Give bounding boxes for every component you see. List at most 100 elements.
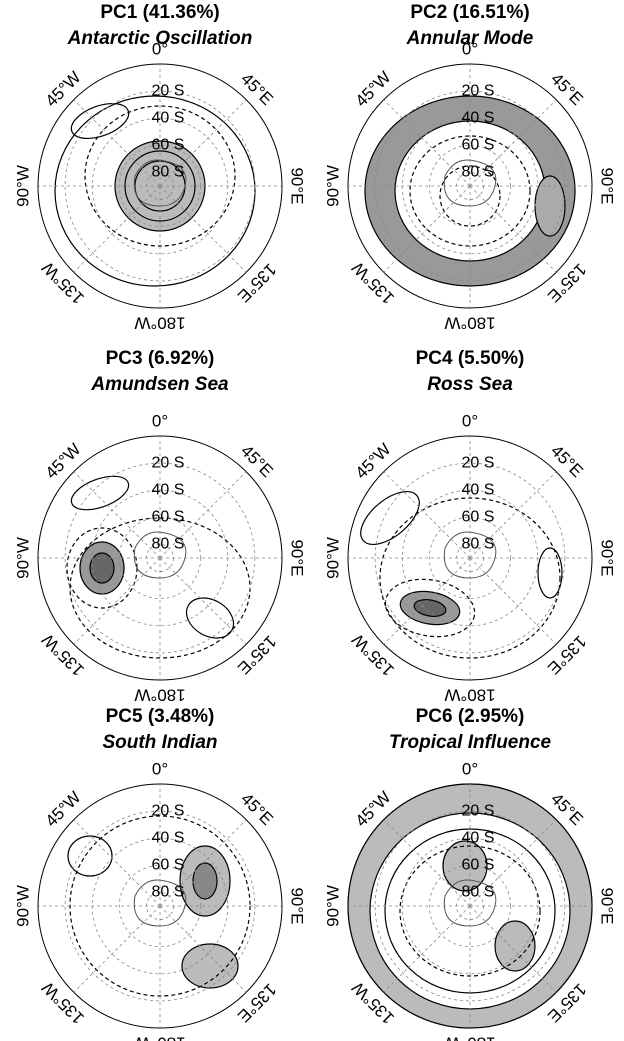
latitude-label: 60 S: [462, 857, 495, 874]
latitude-label: 40 S: [152, 481, 185, 498]
contour: [192, 862, 218, 900]
panel-subtitle: Amundsen Sea: [90, 374, 229, 395]
panel-title: PC2 (16.51%): [410, 2, 529, 23]
longitude-label: 180°W: [444, 1034, 495, 1041]
meridian: [383, 557, 471, 645]
graticule-circle: [428, 864, 512, 948]
longitude-label: 90°E: [598, 887, 617, 924]
contour: [89, 552, 115, 584]
contour: [534, 175, 566, 237]
meridian: [469, 185, 557, 273]
panel-subtitle: Annular Mode: [406, 28, 534, 49]
longitude-label: 90°W: [13, 165, 32, 207]
latitude-label: 20 S: [152, 454, 185, 471]
latitude-label: 60 S: [152, 509, 185, 526]
contour: [537, 547, 563, 599]
meridian: [383, 819, 471, 907]
longitude-label: 90°W: [13, 885, 32, 927]
graticule-circle: [374, 810, 566, 1002]
latitude-label: 40 S: [152, 109, 185, 126]
meridian: [159, 471, 247, 559]
panel-title: PC4 (5.50%): [416, 348, 525, 369]
latitude-label: 40 S: [462, 109, 495, 126]
longitude-label: 90°E: [598, 167, 617, 204]
contour: [181, 943, 239, 989]
latitude-label: 20 S: [152, 82, 185, 99]
graticule-circle: [64, 462, 256, 654]
meridian: [159, 99, 247, 187]
longitude-label: 0°: [462, 411, 478, 430]
longitude-label: 90°E: [598, 539, 617, 576]
latitude-label: 80 S: [462, 536, 495, 553]
meridian: [469, 819, 557, 907]
panel-title: PC3 (6.92%): [106, 348, 215, 369]
longitude-label: 90°W: [323, 885, 342, 927]
longitude-label: 0°: [152, 759, 168, 778]
longitude-label: 90°E: [288, 539, 307, 576]
meridian: [383, 99, 471, 187]
contour: [70, 102, 130, 140]
graticule-circle: [374, 462, 566, 654]
map-panel: PC5 (3.48%)South Indian0°45°E90°E135°E18…: [13, 706, 306, 1041]
longitude-label: 90°E: [288, 887, 307, 924]
panel-subtitle: South Indian: [102, 732, 217, 753]
latitude-label: 80 S: [152, 536, 185, 553]
graticule-circle: [118, 144, 202, 228]
contour: [494, 920, 536, 972]
latitude-label: 60 S: [462, 137, 495, 154]
meridian: [383, 185, 471, 273]
latitude-label: 80 S: [152, 164, 185, 181]
panel-title: PC5 (3.48%): [106, 706, 215, 727]
graticule-circle: [64, 90, 256, 282]
latitude-label: 20 S: [152, 802, 185, 819]
map-panel: PC6 (2.95%)Tropical Influence0°45°E90°E1…: [323, 706, 616, 1041]
latitude-label: 20 S: [462, 802, 495, 819]
longitude-label: 0°: [152, 39, 168, 58]
meridian: [73, 905, 161, 993]
panel-subtitle: Ross Sea: [427, 374, 513, 395]
latitude-label: 60 S: [152, 137, 185, 154]
meridian: [469, 557, 557, 645]
longitude-label: 180°W: [134, 686, 185, 705]
contour: [409, 135, 531, 247]
contour: [413, 599, 447, 617]
map-panel: PC3 (6.92%)Amundsen Sea0°45°E90°E135°E18…: [13, 348, 306, 705]
longitude-label: 90°W: [13, 537, 32, 579]
panel-subtitle: Antarctic Oscillation: [67, 28, 253, 49]
map-panel: PC4 (5.50%)Ross Sea0°45°E90°E135°E180°W1…: [323, 348, 616, 705]
meridian: [73, 185, 161, 273]
latitude-label: 20 S: [462, 454, 495, 471]
graticule-circle: [428, 144, 512, 228]
latitude-label: 40 S: [152, 829, 185, 846]
graticule-circle: [118, 864, 202, 948]
map-panel: PC2 (16.51%)Annular Mode0°45°E90°E135°E1…: [323, 2, 616, 333]
meridian: [159, 557, 247, 645]
contour: [54, 95, 256, 287]
meridian: [469, 99, 557, 187]
meridian: [73, 557, 161, 645]
latitude-label: 60 S: [462, 509, 495, 526]
longitude-label: 180°W: [134, 1034, 185, 1041]
meridian: [469, 905, 557, 993]
longitude-label: 90°W: [323, 165, 342, 207]
panel-subtitle: Tropical Influence: [389, 732, 552, 753]
longitude-label: 90°W: [323, 537, 342, 579]
latitude-label: 40 S: [462, 829, 495, 846]
latitude-label: 80 S: [462, 164, 495, 181]
longitude-label: 90°E: [288, 167, 307, 204]
longitude-label: 180°W: [444, 686, 495, 705]
latitude-label: 80 S: [462, 884, 495, 901]
panel-title: PC6 (2.95%): [416, 706, 525, 727]
longitude-label: 180°W: [444, 314, 495, 333]
contour: [124, 150, 196, 222]
meridian: [383, 905, 471, 993]
contour: [384, 578, 476, 638]
latitude-label: 80 S: [152, 884, 185, 901]
latitude-label: 60 S: [152, 857, 185, 874]
longitude-label: 180°W: [134, 314, 185, 333]
meridian: [73, 99, 161, 187]
longitude-label: 0°: [462, 39, 478, 58]
meridian: [159, 819, 247, 907]
graticule-circle: [118, 516, 202, 600]
longitude-label: 0°: [462, 759, 478, 778]
